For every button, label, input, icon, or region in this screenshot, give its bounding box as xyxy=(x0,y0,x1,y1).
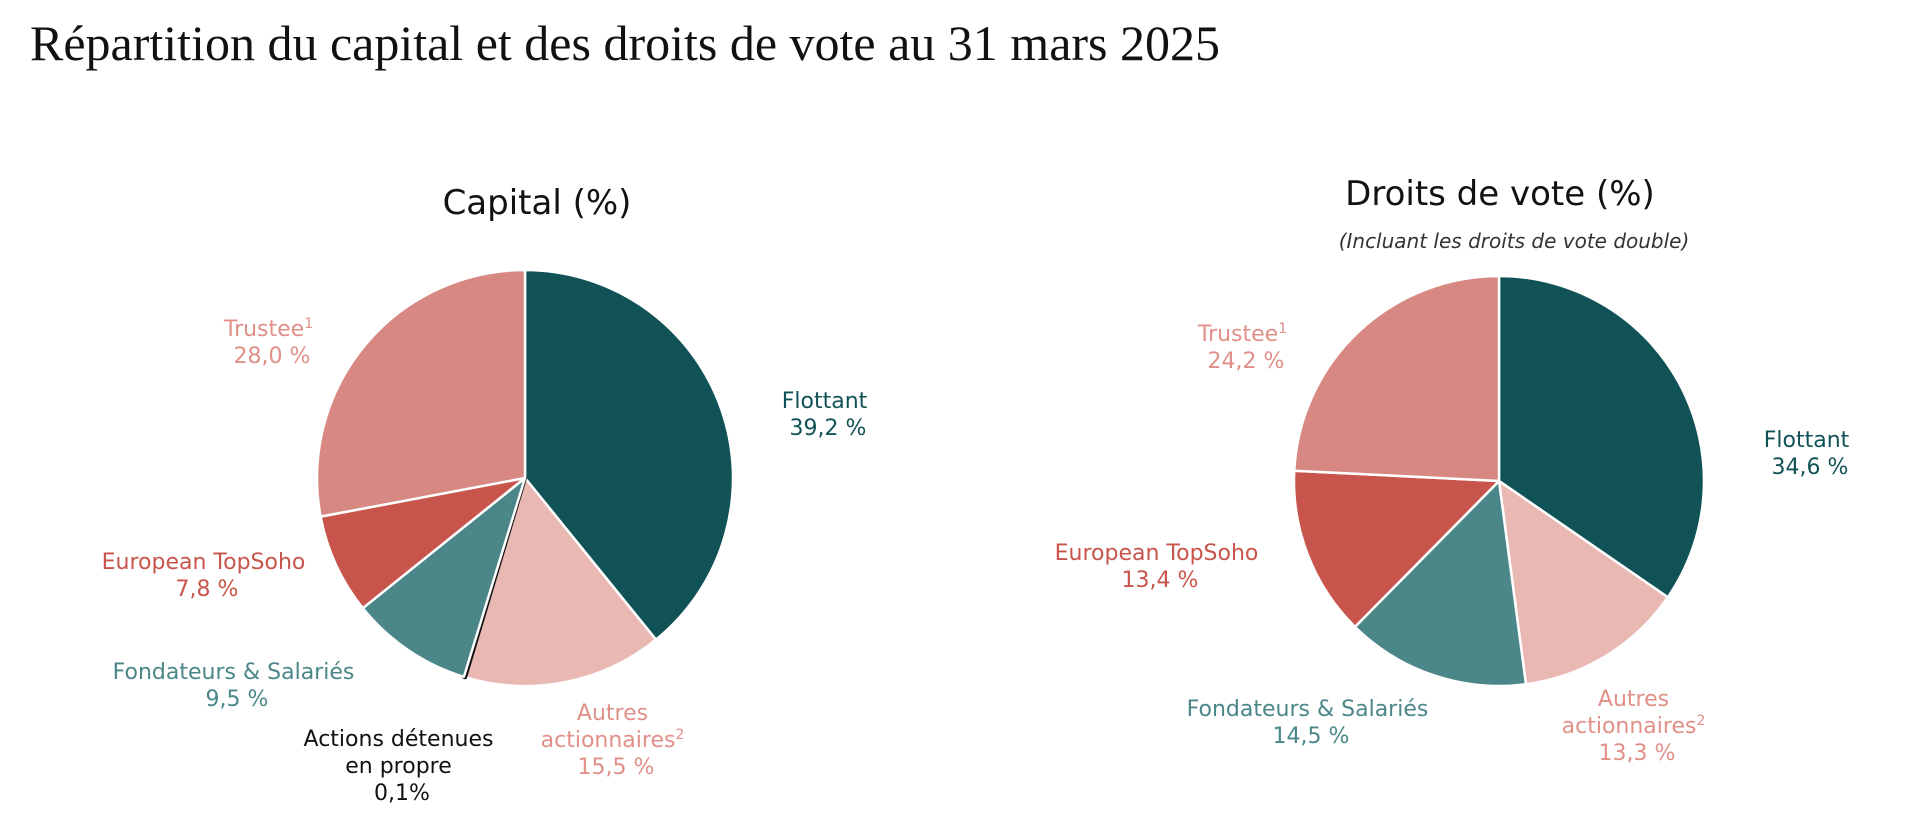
capital-label-actions-propre: Actions détenues en propre 0,1% xyxy=(304,727,501,806)
voting-pie-labels: Flottant 34,6 % Autres actionnaires2 13,… xyxy=(1055,314,1857,766)
capital-label-fondateurs: Fondateurs & Salariés 9,5 % xyxy=(113,660,362,712)
voting-slice-european-topsoho xyxy=(1292,469,1501,629)
capital-label-european-topsoho: European TopSoho 7,8 % xyxy=(102,550,313,602)
capital-pie-labels: Flottant 39,2 % Autres actionnaires2 15,… xyxy=(102,309,875,806)
voting-slice-flottant xyxy=(1497,274,1706,599)
voting-slice-trustee xyxy=(1293,274,1501,483)
voting-chart-subtitle: (Incluant les droits de vote double) xyxy=(1339,229,1690,253)
voting-rights-pie-chart: Droits de vote (%) (Incluant les droits … xyxy=(1055,174,1857,766)
page-title: Répartition du capital et des droits de … xyxy=(30,15,1220,71)
capital-pie-slices xyxy=(315,268,735,688)
capital-label-flottant: Flottant 39,2 % xyxy=(782,389,875,441)
voting-slice-fondateurs-salaries xyxy=(1353,479,1528,688)
capital-slice-european-topsoho xyxy=(319,476,527,610)
voting-label-european-topsoho: European TopSoho 13,4 % xyxy=(1055,541,1266,593)
capital-pie-chart: Capital (%) Flottant 39,2 % Autres actio… xyxy=(102,183,875,806)
capital-slice-flottant xyxy=(523,268,735,641)
capital-slice-fondateurs-salaries xyxy=(361,476,527,679)
voting-label-autres: Autres actionnaires2 13,3 % xyxy=(1562,687,1713,766)
voting-label-flottant: Flottant 34,6 % xyxy=(1764,428,1857,480)
voting-label-fondateurs: Fondateurs & Salariés 14,5 % xyxy=(1187,697,1436,749)
capital-label-autres: Autres actionnaires2 15,5 % xyxy=(541,701,692,780)
voting-chart-title: Droits de vote (%) xyxy=(1345,174,1655,214)
capital-slice-autres-actionnaires xyxy=(463,476,658,688)
voting-label-trustee: Trustee1 24,2 % xyxy=(1197,314,1294,374)
voting-pie-slices xyxy=(1292,274,1706,688)
capital-label-trustee: Trustee1 28,0 % xyxy=(223,309,320,369)
voting-slice-autres-actionnaires xyxy=(1497,479,1670,686)
capital-slice-trustee xyxy=(315,268,527,518)
capital-chart-title: Capital (%) xyxy=(443,183,632,223)
